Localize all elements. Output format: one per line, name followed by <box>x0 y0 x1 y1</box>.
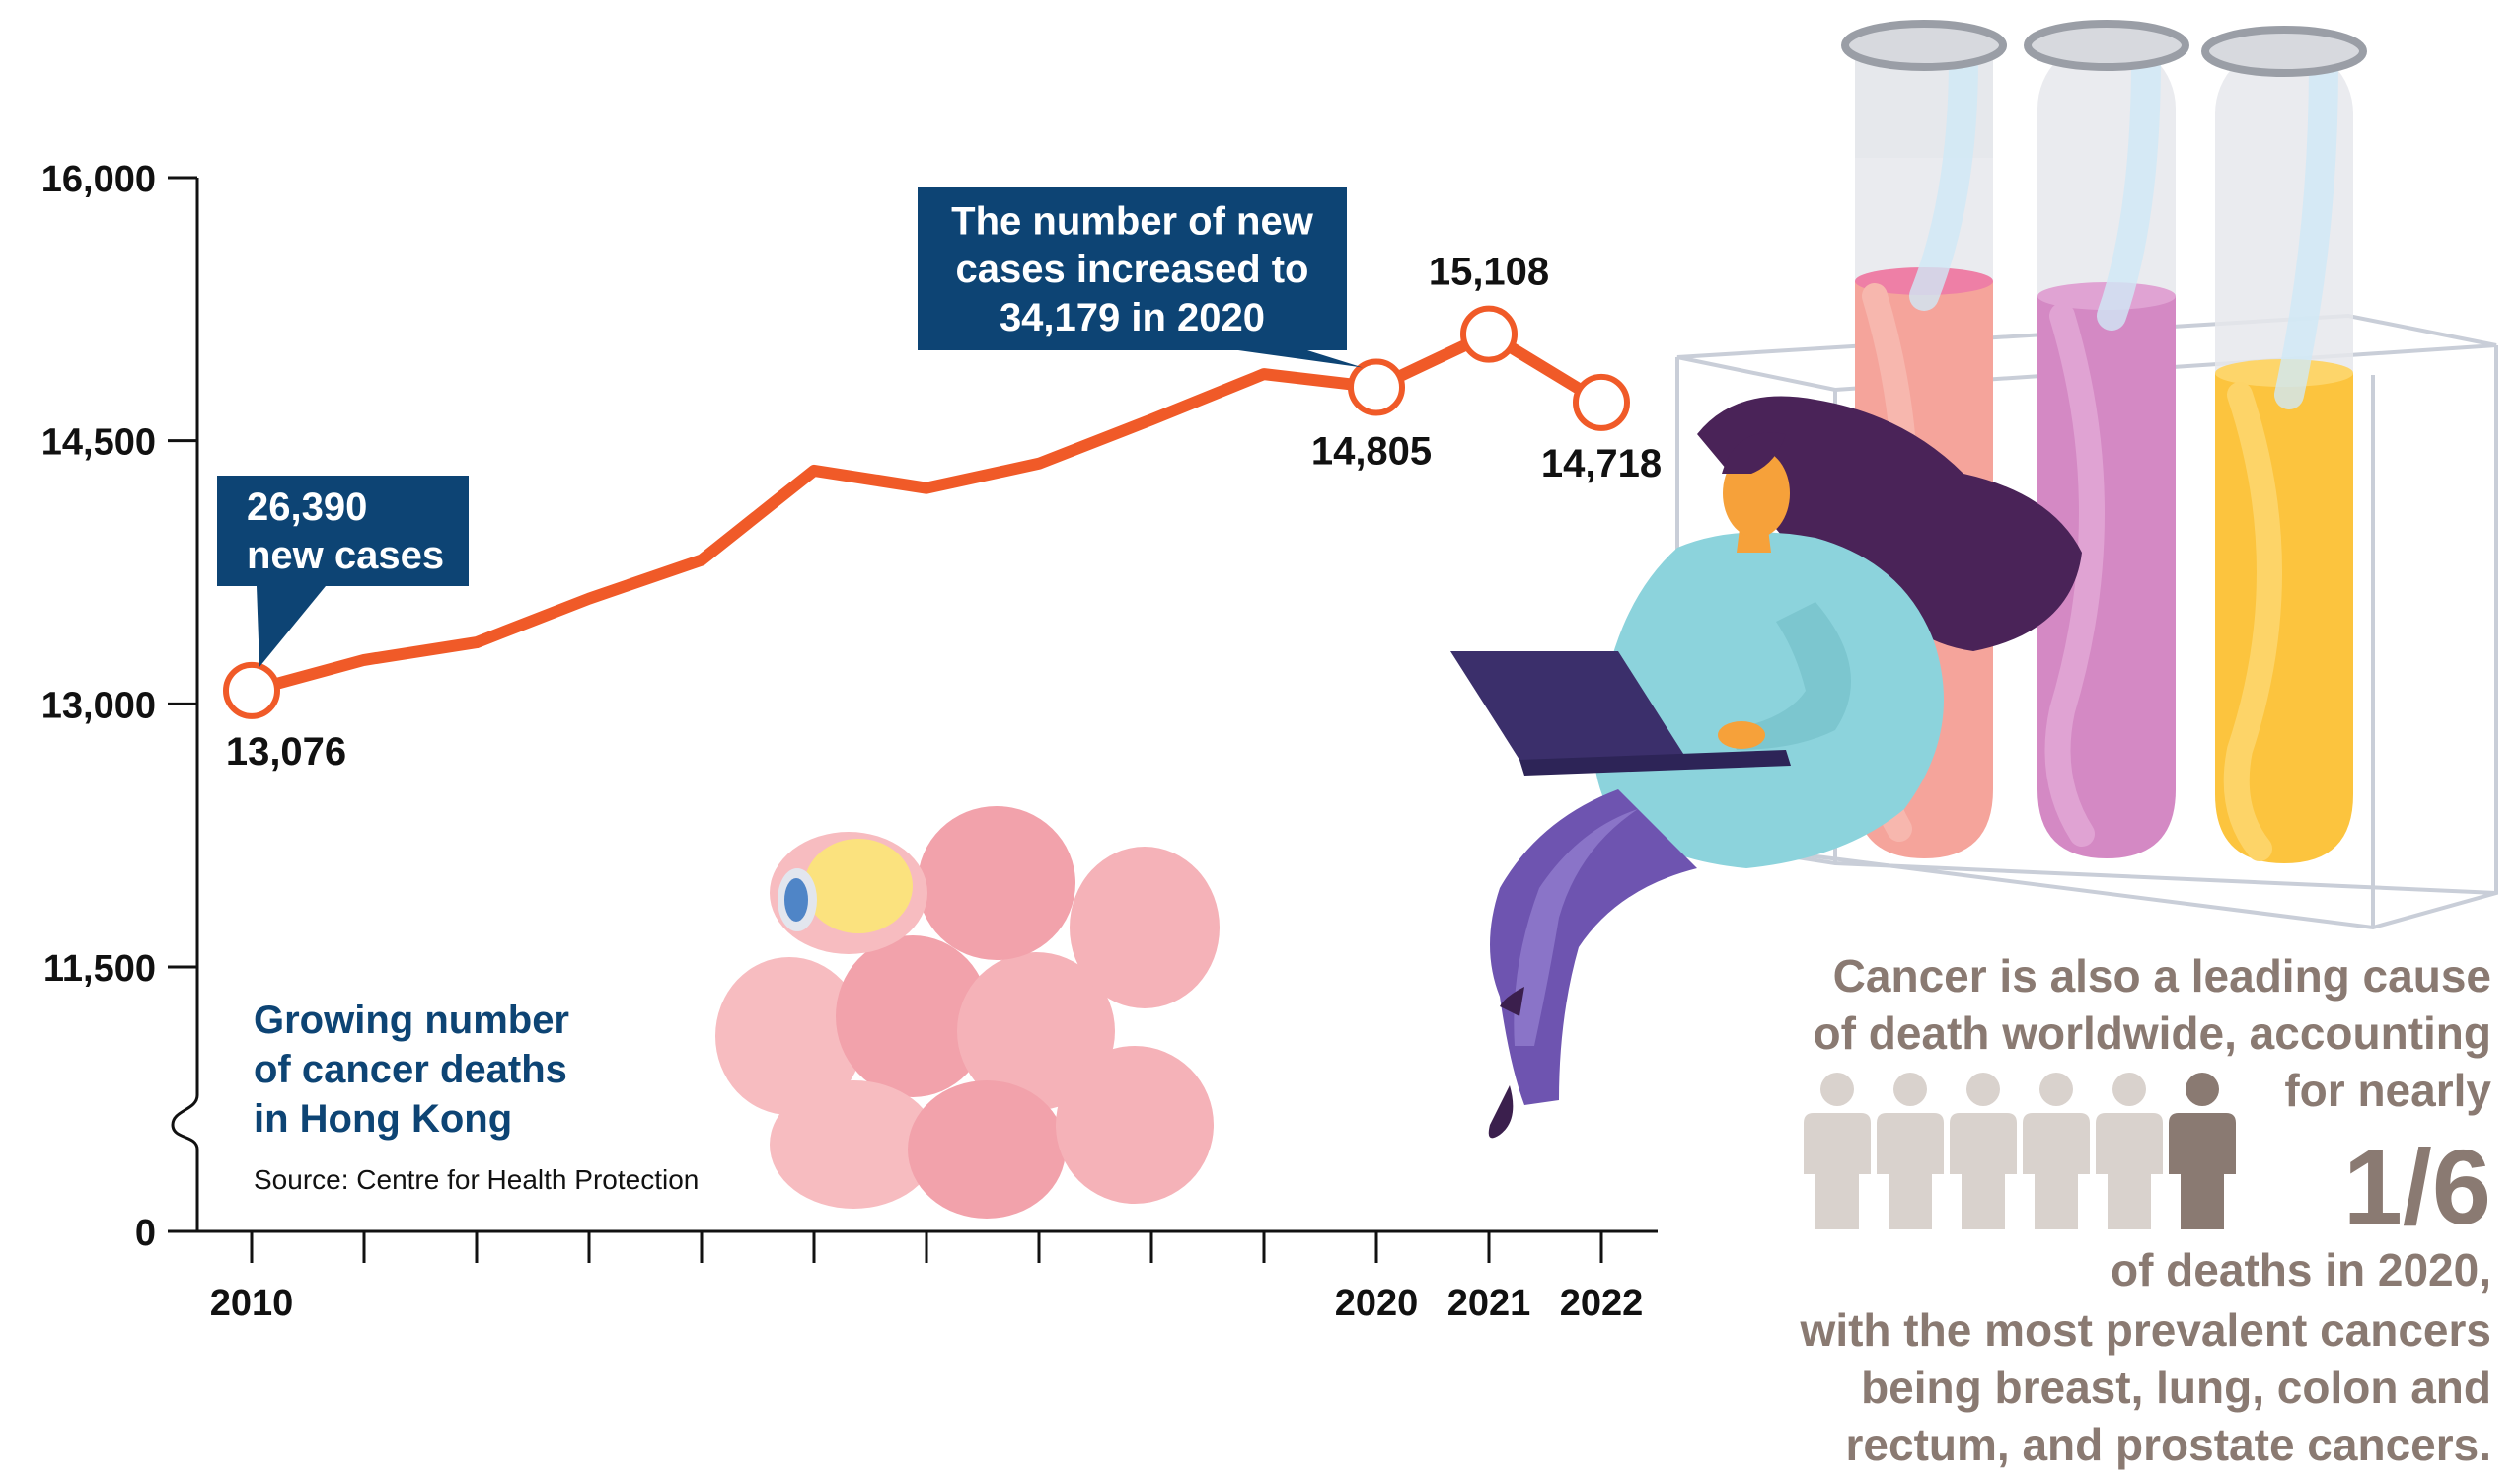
chart-title-line-3: in Hong Kong <box>254 1097 512 1141</box>
x-tick-label: 2020 <box>1335 1283 1419 1324</box>
y-tick-label: 14,500 <box>41 422 156 464</box>
annotations: 26,390 new cases The number of new cases in… <box>217 187 1363 667</box>
callout-text: cases increased to <box>956 248 1309 291</box>
callout-text: new cases <box>247 534 444 577</box>
person-icon <box>2023 1073 2090 1229</box>
side-text-line-4: of deaths in 2020, <box>2111 1244 2491 1296</box>
side-text-line-6: being breast, lung, colon and <box>1861 1362 2491 1413</box>
side-text-line-1: Cancer is also a leading cause <box>1833 950 2491 1002</box>
y-tick-label: 13,000 <box>41 685 156 726</box>
chart-title-line-1: Growing number <box>254 999 569 1042</box>
side-text-line-7: rectum, and prostate cancers. <box>1846 1419 2491 1470</box>
y-axis-line <box>171 178 199 1231</box>
annotation-callout: 26,390 new cases <box>217 476 469 667</box>
fraction-value: 1/6 <box>2343 1127 2491 1246</box>
y-tick-label: 16,000 <box>41 159 156 200</box>
data-label: 14,718 <box>1541 442 1662 485</box>
person-icon <box>1804 1073 1871 1229</box>
data-point-marker <box>1460 305 1518 363</box>
data-label: 14,805 <box>1311 429 1432 473</box>
callout-text: 26,390 <box>247 485 367 529</box>
person-icon <box>1877 1073 1944 1229</box>
person-icon <box>2096 1073 2163 1229</box>
chart-title-line-2: of cancer deaths <box>254 1048 567 1091</box>
data-label: 13,076 <box>226 730 346 774</box>
callout-box <box>217 476 469 586</box>
data-points <box>223 305 1630 719</box>
callout-box <box>918 187 1347 350</box>
side-text-line-3: for nearly <box>2284 1065 2491 1116</box>
y-tick-label: 0 <box>135 1213 156 1254</box>
y-axis: 16,000 14,500 13,000 11,500 0 <box>41 159 199 1254</box>
data-point-marker <box>223 661 280 719</box>
people-pictogram <box>1804 1073 2236 1229</box>
x-tick-label: 2022 <box>1560 1283 1644 1324</box>
chart-source: Source: Centre for Health Protection <box>254 1164 699 1195</box>
person-icon-highlighted <box>2169 1073 2236 1229</box>
x-tick-label: 2010 <box>210 1283 294 1324</box>
callout-pointer <box>257 586 326 667</box>
annotation-callout: The number of new cases increased to 34,17… <box>918 187 1363 368</box>
callout-pointer <box>1238 350 1363 368</box>
woman-with-laptop-illustration <box>1450 396 2082 1139</box>
callout-text: The number of new <box>951 199 1314 243</box>
person-icon <box>1950 1073 2017 1229</box>
side-text-line-2: of death worldwide, accounting <box>1814 1007 2491 1059</box>
data-label: 15,108 <box>1429 251 1549 294</box>
cells-illustration <box>715 806 1220 1219</box>
side-text-line-5: with the most prevalent cancers <box>1800 1304 2491 1356</box>
x-axis: 2010 2020 2021 2022 <box>197 1229 1658 1324</box>
data-point-marker <box>1573 373 1630 431</box>
x-tick-label: 2021 <box>1447 1283 1531 1324</box>
callout-text: 34,179 in 2020 <box>1000 296 1265 339</box>
data-labels: 13,076 14,805 15,108 14,718 <box>226 251 1662 774</box>
y-tick-label: 11,500 <box>43 948 156 990</box>
data-point-marker <box>1348 358 1405 416</box>
side-fact-block: Cancer is also a leading cause of death … <box>1800 950 2492 1470</box>
